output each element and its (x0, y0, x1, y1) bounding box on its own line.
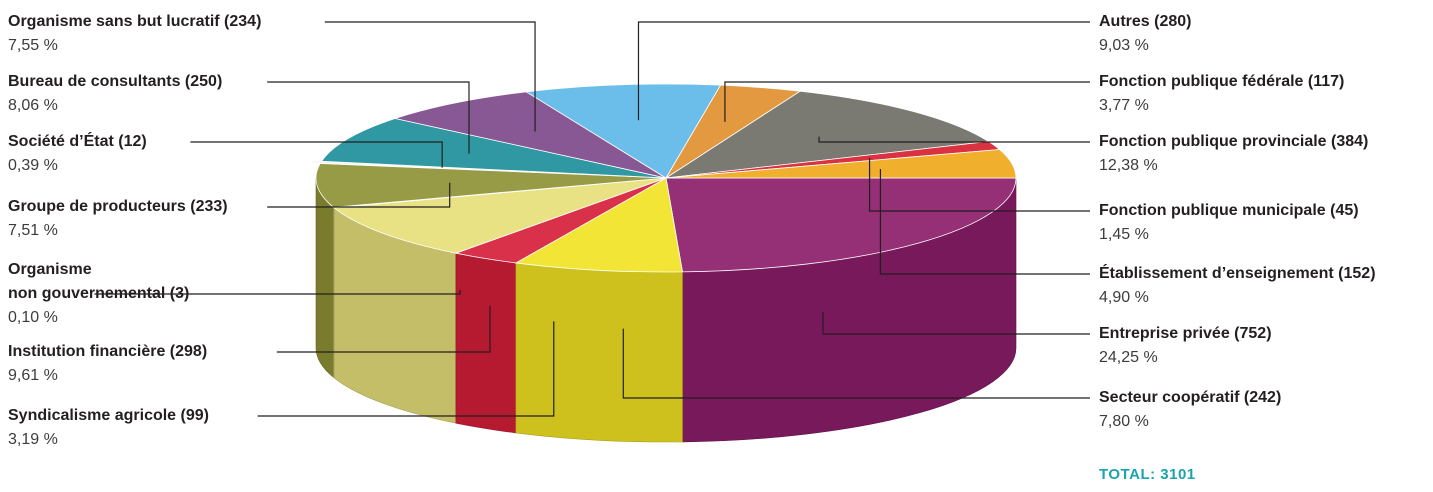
slice-label-name: Bureau de consultants (250) (8, 73, 223, 90)
slice-label: Institution financière (298) 9,61 % (8, 340, 207, 388)
leader-line (622, 328, 1090, 399)
slice-label-name: Fonction publique municipale (45) (1099, 202, 1359, 219)
slice-label-percent: 0,10 % (8, 309, 58, 326)
pie-slice (320, 118, 667, 179)
slice-label-name: Secteur coopératif (242) (1099, 389, 1282, 406)
pie-sides (315, 177, 1017, 443)
slice-label-name: Syndicalisme agricole (99) (8, 407, 209, 424)
pie-slice (333, 177, 667, 254)
slice-label-name: Groupe de producteurs (233) (8, 198, 228, 215)
slice-label: Bureau de consultants (250) 8,06 % (8, 70, 222, 118)
slice-label-name: Entreprise privée (752) (1099, 325, 1272, 342)
slice-label: Société d’État (12) 0,39 % (8, 130, 147, 178)
slice-label-name: Établissement d’enseignement (152) (1099, 265, 1376, 282)
slice-label-percent: 9,61 % (8, 367, 58, 384)
slice-label-percent: 7,55 % (8, 37, 58, 54)
leader-line (868, 157, 1090, 212)
leader-line (818, 136, 1090, 143)
slice-label: Entreprise privée (752) 24,25 % (1099, 322, 1272, 370)
leader-line (879, 169, 1090, 275)
slice-label-name: Organisme sans but lucratif (234) (8, 13, 262, 30)
chart-total: TOTAL: 3101 (1099, 466, 1196, 483)
slice-label-percent: 4,90 % (1099, 289, 1149, 306)
slice-label-name: Organisme non gouvernemental (3) (8, 261, 190, 302)
slice-label-percent: 9,03 % (1099, 37, 1149, 54)
slice-label: Organisme non gouvernemental (3) 0,10 % (8, 258, 189, 330)
slice-label: Établissement d’enseignement (152) 4,90 % (1099, 262, 1376, 310)
slice-label-percent: 24,25 % (1099, 349, 1158, 366)
leader-line (637, 21, 1090, 121)
slice-label-percent: 3,77 % (1099, 97, 1149, 114)
leader-line (267, 81, 470, 154)
leader-line (822, 311, 1090, 335)
slice-label: Autres (280) 9,03 % (1099, 10, 1191, 58)
pie-slice (665, 149, 1017, 179)
leader-line (190, 141, 443, 168)
slice-label: Groupe de producteurs (233) 7,51 % (8, 195, 228, 243)
leader-line (324, 21, 536, 132)
slice-label-name: Institution financière (298) (8, 343, 208, 360)
leader-lines (94, 21, 1090, 417)
leader-line (724, 81, 1090, 122)
slice-label-percent: 1,45 % (1099, 226, 1149, 243)
slice-label-name: Fonction publique fédérale (117) (1099, 73, 1345, 90)
pie-top (309, 83, 1017, 273)
leader-line (276, 305, 491, 353)
leader-line (257, 321, 555, 417)
slice-label: Organisme sans but lucratif (234) 7,55 % (8, 10, 261, 58)
slice-label-percent: 0,39 % (8, 157, 58, 174)
slice-label-name: Fonction publique provinciale (384) (1099, 133, 1369, 150)
slice-label-percent: 8,06 % (8, 97, 58, 114)
pie-slice (525, 83, 722, 179)
pie-slice-side (315, 177, 334, 378)
pie-slice (665, 90, 990, 179)
pie-slice (514, 177, 683, 273)
slice-label: Secteur coopératif (242) 7,80 % (1099, 386, 1281, 434)
slice-label: Fonction publique provinciale (384) 12,38… (1099, 130, 1368, 178)
pie-slice-side (515, 262, 683, 443)
slice-label: Fonction publique municipale (45) 1,45 % (1099, 199, 1359, 247)
slice-label-name: Autres (280) (1099, 13, 1192, 30)
slice-label-percent: 12,38 % (1099, 157, 1158, 174)
leader-line (94, 289, 461, 295)
slice-label: Fonction publique fédérale (117) 3,77 % (1099, 70, 1344, 118)
pie-slice-side (455, 252, 517, 434)
leader-line (267, 182, 451, 208)
slice-label-percent: 3,19 % (8, 431, 58, 448)
slice-label-percent: 7,51 % (8, 222, 58, 239)
pie-slice (665, 177, 1017, 273)
slice-label-name: Société d’État (12) (8, 133, 147, 150)
slice-label: Syndicalisme agricole (99) 3,19 % (8, 404, 209, 452)
slice-label-percent: 7,80 % (1099, 413, 1149, 430)
pie-slice (393, 91, 667, 179)
